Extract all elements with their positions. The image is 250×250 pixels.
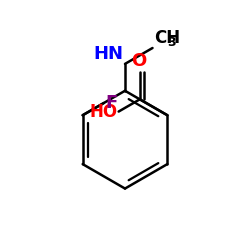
Text: HO: HO: [89, 102, 118, 120]
Text: 3: 3: [167, 36, 176, 49]
Text: O: O: [131, 52, 146, 70]
Text: HN: HN: [94, 45, 124, 63]
Text: F: F: [105, 94, 117, 112]
Text: CH: CH: [154, 29, 180, 47]
